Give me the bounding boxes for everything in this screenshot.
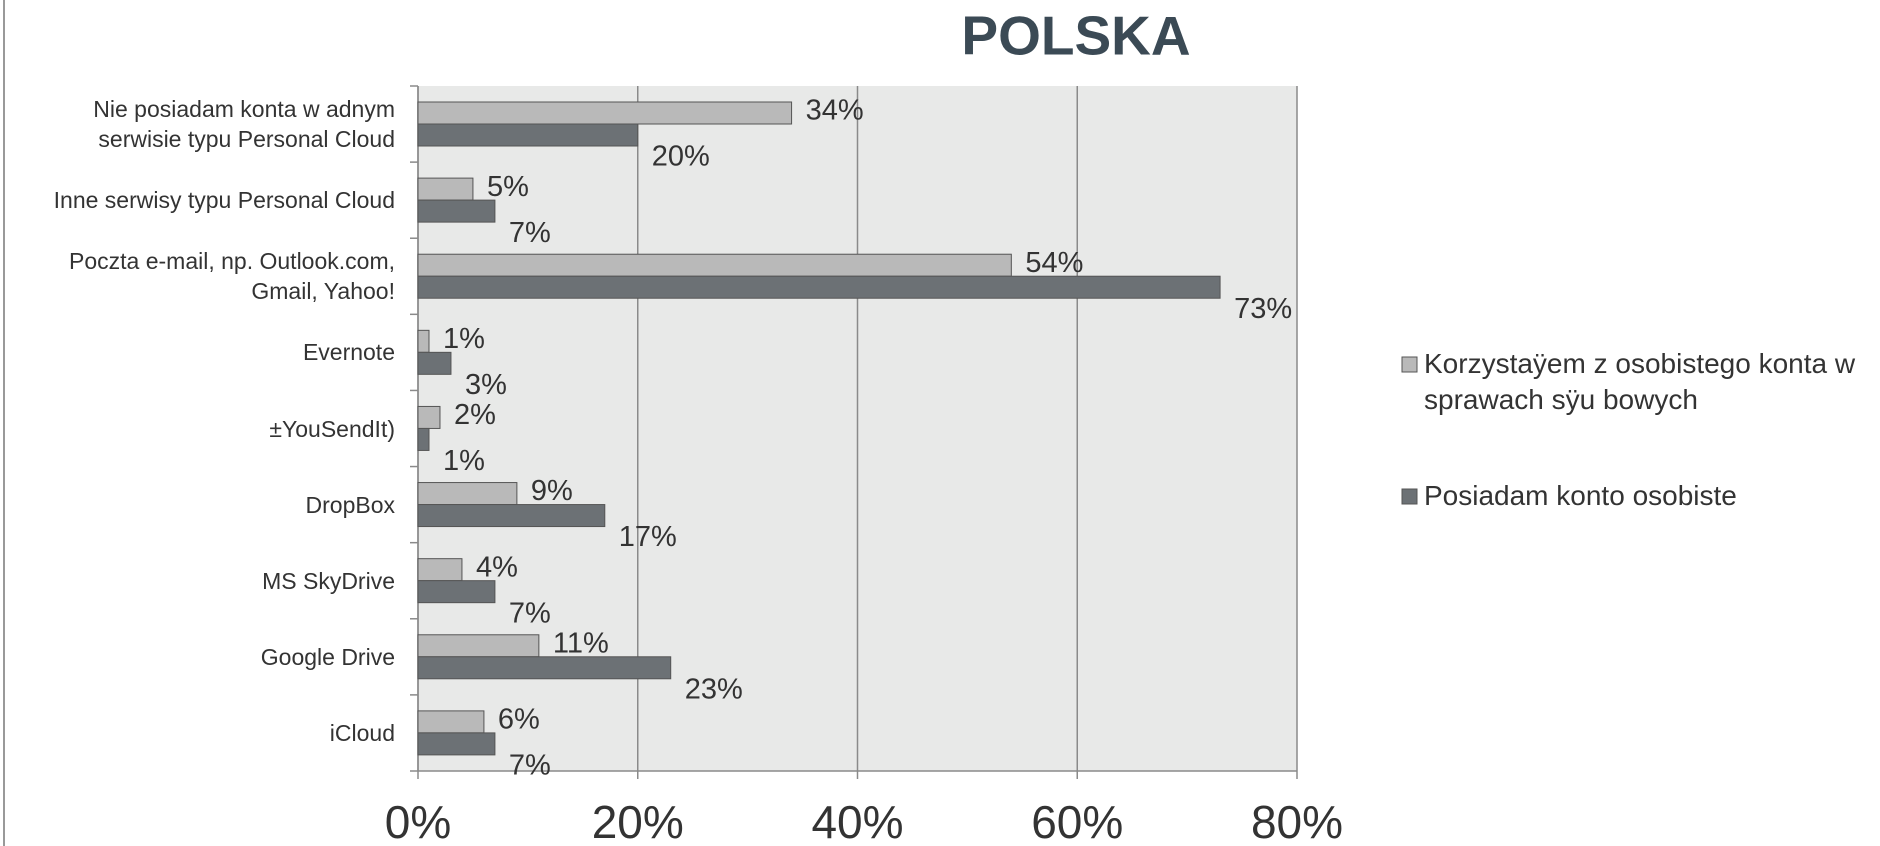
data-label: 1% [443,445,485,477]
y-tick-label: Google Drive [260,643,395,670]
bar [417,101,793,125]
x-tick-label: 0% [385,796,451,846]
bar [417,351,452,375]
bar [417,275,1221,299]
y-tick-label: iCloud [329,719,395,746]
data-label: 34% [806,95,864,127]
data-label: 20% [652,141,710,173]
x-tick-label: 40% [811,796,903,846]
data-label: 54% [1025,247,1083,279]
data-label: 4% [476,551,518,583]
x-tick-label: 80% [1251,796,1343,846]
data-label: 2% [454,399,496,431]
data-label: 11% [553,627,609,659]
bar [417,482,518,506]
data-label: 7% [509,597,551,629]
bar [417,710,485,734]
data-label: 3% [465,369,507,401]
bar [417,558,463,582]
bar [417,634,540,658]
bar [417,329,430,353]
bar [417,405,441,429]
data-label: 1% [443,323,485,355]
data-label: 6% [498,704,540,736]
data-label: 9% [531,475,573,507]
bar [417,732,496,756]
data-label: 7% [509,217,551,249]
y-tick-label: ±YouSendIt) [269,415,395,442]
data-label: 73% [1234,293,1292,325]
bar [417,123,639,147]
bar [417,580,496,604]
y-tick-label: DropBox [305,491,395,518]
data-label: 7% [509,750,551,782]
legend-swatch [1401,488,1418,505]
data-label: 5% [487,171,529,203]
x-tick-label: 20% [592,796,684,846]
y-tick-label: Inne serwisy typu Personal Cloud [53,187,395,214]
data-label: 23% [685,673,743,705]
bar [417,199,496,223]
bar [417,656,672,680]
y-tick-label: Poczta e-mail, np. Outlook.com, Gmail, Y… [69,248,395,305]
bar [417,427,430,451]
y-tick-label: Nie posiadam konta w adnym serwisie typu… [93,96,395,153]
legend-label: Posiadam konto osobiste [1424,480,1737,511]
data-label: 17% [619,521,677,553]
bar [417,253,1012,277]
x-tick-label: 60% [1031,796,1123,846]
legend-swatch [1401,356,1418,373]
bar [417,177,474,201]
y-tick-label: Evernote [302,339,395,366]
chart-title: POLSKA [961,5,1190,67]
legend-label: Korzystaÿem z osobistego konta w sprawac… [1424,348,1856,415]
y-tick-label: MS SkyDrive [262,567,395,594]
bar [417,504,606,528]
